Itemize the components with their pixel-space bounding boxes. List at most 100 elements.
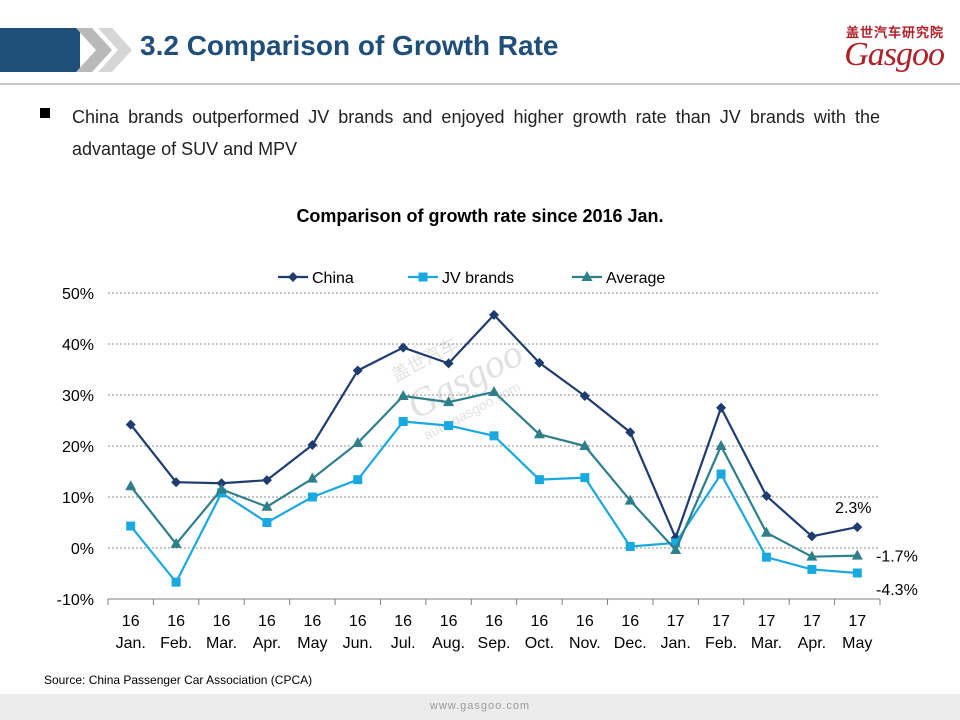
data-point-average [443, 396, 455, 407]
x-tick-label-year: 16 [213, 613, 231, 630]
legend-marker [581, 271, 593, 281]
series-line-average [129, 390, 858, 558]
annotation-average-may: -1.7% [876, 549, 918, 566]
bullet-text: China brands outperformed JV brands and … [72, 107, 880, 159]
x-tick-label-month: Jul. [391, 635, 416, 652]
x-tick-label-year: 16 [440, 613, 458, 630]
x-tick-label-month: Apr. [253, 635, 281, 652]
data-point-jv-brands [625, 541, 635, 551]
data-point-average [125, 480, 137, 491]
header: 3.2 Comparison of Growth Rate 盖世汽车研究院 Ga… [0, 0, 960, 85]
x-tick-label-year: 17 [848, 613, 866, 630]
data-point-average [306, 472, 318, 483]
x-tick-label-month: Apr. [798, 635, 826, 652]
data-point-average [579, 440, 591, 450]
data-point-jv-brands [534, 475, 544, 485]
data-point-jv-brands [852, 568, 862, 578]
legend-label: JV brands [442, 270, 514, 287]
x-tick-label-year: 16 [167, 613, 185, 630]
data-point-china [307, 439, 318, 450]
source-note: Source: China Passenger Car Association … [44, 673, 313, 687]
data-point-average [216, 483, 228, 494]
data-point-china [489, 309, 499, 320]
x-tick-label-month: Dec. [614, 635, 647, 652]
x-tick-label-month: Mar. [751, 635, 782, 652]
data-point-jv-brands [444, 421, 454, 431]
y-tick-label: 40% [62, 337, 94, 354]
data-point-jv-brands [126, 521, 136, 531]
data-point-china [579, 391, 590, 402]
data-point-china [806, 531, 817, 542]
data-point-average [715, 440, 727, 450]
x-tick-label-year: 16 [122, 613, 140, 630]
data-point-china [352, 365, 363, 376]
data-point-jv-brands [171, 577, 181, 587]
x-tick-label-month: Aug. [432, 635, 465, 652]
y-tick-label: 30% [62, 388, 94, 405]
x-tick-label-year: 16 [576, 613, 594, 630]
y-tick-label: 20% [62, 439, 94, 456]
data-point-china [125, 419, 136, 430]
footer-url: www.gasgoo.com [429, 700, 531, 712]
gasgoo-logo: 盖世汽车研究院 Gasgoo [790, 20, 950, 76]
data-point-average [488, 385, 500, 396]
data-point-jv-brands [398, 417, 408, 427]
x-tick-label-year: 16 [531, 613, 549, 630]
data-point-average [261, 500, 273, 511]
x-tick-label-month: May [842, 635, 872, 652]
y-tick-label: 10% [62, 490, 94, 507]
data-point-china [443, 358, 454, 369]
x-tick-label-month: Jun. [343, 635, 373, 652]
data-point-china [534, 357, 545, 368]
x-tick-label-month: Jan. [116, 635, 146, 652]
data-point-china [216, 478, 227, 489]
data-point-average [352, 436, 364, 447]
x-tick-label-year: 16 [349, 613, 367, 630]
data-point-jv-brands [807, 564, 817, 574]
legend-label: China [312, 270, 354, 287]
chart-title: Comparison of growth rate since 2016 Jan… [296, 206, 664, 226]
data-point-jv-brands [489, 431, 499, 441]
data-point-china [761, 490, 772, 501]
data-point-average [806, 550, 818, 561]
x-tick-label-year: 17 [758, 613, 776, 630]
y-tick-label: -10% [57, 592, 94, 609]
bullet-square-icon [40, 108, 50, 118]
data-point-jv-brands [353, 475, 363, 485]
x-tick-label-year: 17 [667, 613, 685, 630]
data-point-jv-brands [671, 538, 681, 548]
x-tick-label-year: 16 [621, 613, 639, 630]
annotation-china-may: 2.3% [835, 500, 871, 517]
x-tick-label-year: 16 [258, 613, 276, 630]
y-tick-label: 50% [62, 286, 94, 303]
data-point-china [625, 427, 636, 438]
data-point-china [171, 477, 182, 488]
data-point-average [760, 526, 772, 537]
x-tick-label-year: 17 [803, 613, 821, 630]
x-tick-label-month: May [297, 635, 327, 652]
data-point-average [851, 549, 863, 560]
data-point-china [852, 522, 863, 533]
x-tick-label-month: Mar. [206, 635, 237, 652]
y-tick-label: 0% [71, 541, 94, 558]
data-point-average [170, 537, 182, 548]
logo-chinese-text: 盖世汽车研究院 [845, 26, 944, 41]
data-point-average [397, 390, 409, 401]
x-tick-label-year: 16 [303, 613, 321, 630]
data-point-china [261, 475, 272, 486]
legend-label: Average [606, 270, 665, 287]
data-point-china [398, 342, 409, 353]
page-title: 3.2 Comparison of Growth Rate [140, 30, 559, 61]
chevron-right-icon [76, 28, 132, 72]
x-tick-label-month: Feb. [705, 635, 737, 652]
data-point-average [533, 428, 545, 439]
annotation-jv-may: -4.3% [876, 582, 918, 599]
data-point-jv-brands [262, 518, 272, 527]
title-band [0, 28, 80, 72]
legend-marker [418, 272, 428, 282]
legend-marker [288, 272, 298, 282]
x-tick-label-year: 16 [394, 613, 412, 630]
data-point-jv-brands [307, 492, 317, 502]
footer-bar [0, 694, 960, 720]
